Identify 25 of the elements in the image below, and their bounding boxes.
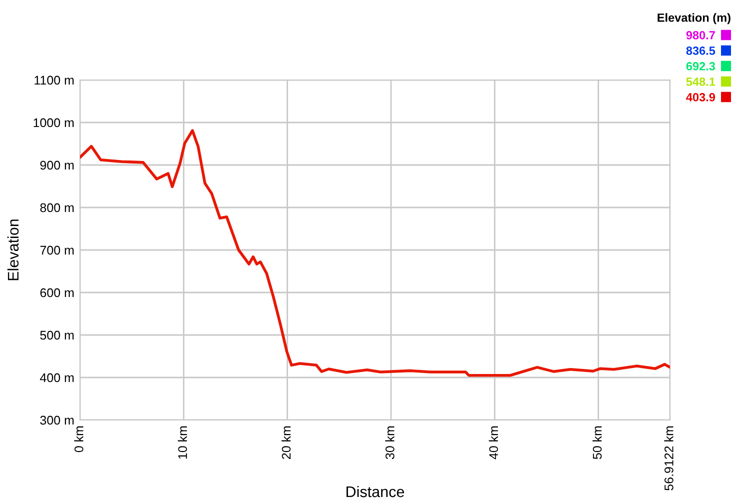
x-axis-title: Distance	[346, 486, 404, 498]
color-bar-title: Elevation (m)	[658, 13, 730, 24]
y-tick-label: 600 m	[40, 288, 74, 298]
color-bar-label: 548.1	[686, 78, 716, 86]
y-tick-label: 500 m	[40, 330, 74, 340]
y-tick-label: 900 m	[40, 160, 74, 170]
y-axis-title: Elevation	[7, 220, 19, 280]
y-tick-label: 1100 m	[34, 76, 74, 85]
y-tick-label: 700 m	[40, 246, 74, 255]
x-tick-label: 56.9122 km	[664, 426, 674, 490]
y-tick-label: 800 m	[40, 203, 74, 212]
x-tick-label: 20 km	[282, 426, 291, 459]
x-tick-label: 0 km	[74, 426, 84, 452]
x-tick-label: 10 km	[178, 426, 188, 459]
y-tick-label: 300 m	[40, 416, 74, 425]
x-tick-label: 50 km	[592, 426, 602, 460]
x-tick-label: 30 km	[385, 426, 394, 460]
y-tick-label: 400 m	[40, 373, 74, 382]
y-tick-label: 1000 m	[34, 118, 74, 128]
color-bar-label: 980.7	[686, 31, 715, 40]
color-bar-label: 692.3	[686, 62, 716, 70]
x-tick-label: 40 km	[488, 426, 498, 460]
color-bar-label: 403.9	[686, 93, 716, 102]
line-series	[80, 129, 670, 377]
color-bar-label: 836.5	[686, 46, 716, 55]
